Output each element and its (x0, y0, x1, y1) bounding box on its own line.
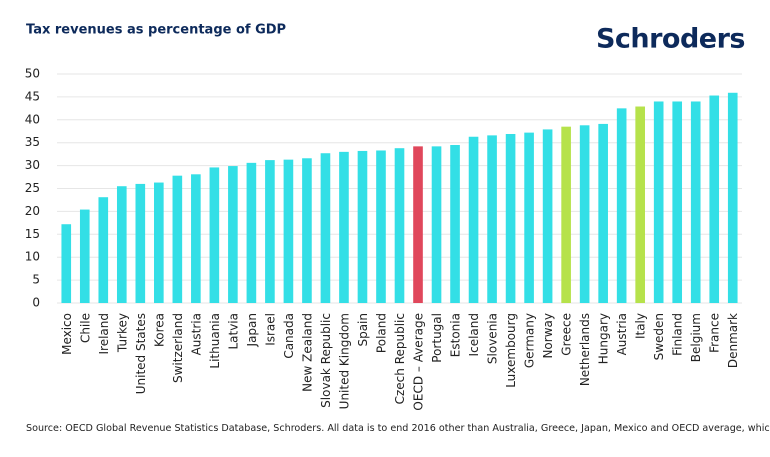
x-tick-label: OECD – Average (412, 313, 426, 411)
x-tick-label: Netherlands (578, 313, 592, 386)
y-tick-label: 35 (25, 135, 40, 149)
x-tick-label: Hungary (597, 313, 611, 364)
x-tick-label: Poland (374, 313, 388, 353)
bar (116, 186, 127, 303)
bar (320, 153, 331, 303)
x-tick-label: United Kingdom (337, 313, 351, 409)
x-tick-label: Luxembourg (504, 313, 518, 388)
y-tick-label: 45 (25, 89, 40, 103)
bar (616, 108, 627, 303)
x-tick-label: Sweden (652, 313, 666, 360)
y-tick-label: 40 (25, 112, 40, 126)
source-note: Source: OECD Global Revenue Statistics D… (26, 423, 770, 434)
bar (431, 146, 442, 303)
x-tick-label: Spain (356, 313, 370, 347)
y-tick-label: 20 (25, 204, 40, 218)
x-tick-label: United States (134, 313, 148, 394)
x-tick-label: Austria (189, 313, 203, 355)
bar (228, 166, 238, 303)
bar (191, 174, 201, 303)
bar (394, 148, 405, 303)
y-tick-label: 25 (25, 181, 40, 195)
x-tick-label: Slovak Republic (319, 313, 333, 408)
y-tick-label: 0 (32, 296, 40, 310)
bar (635, 106, 645, 303)
bar (135, 183, 146, 303)
bar (487, 135, 497, 303)
bar (302, 158, 312, 303)
bar (357, 150, 368, 303)
bar (246, 162, 257, 303)
bar (209, 167, 220, 303)
x-tick-label: Greece (560, 313, 574, 356)
x-tick-label: Lithuania (208, 313, 222, 369)
bar (505, 133, 516, 303)
bar (653, 101, 664, 303)
bar (265, 160, 275, 303)
x-tick-label: Portugal (430, 313, 444, 363)
x-tick-label: France (708, 313, 722, 353)
bar (61, 224, 72, 303)
x-tick-label: Latvia (226, 313, 240, 350)
bar (154, 182, 164, 303)
x-tick-label: Korea (152, 313, 166, 347)
bar (413, 146, 423, 303)
x-tick-label: Ireland (97, 313, 111, 355)
bar (524, 132, 534, 303)
bar (283, 159, 294, 303)
bar (468, 136, 479, 303)
x-tick-label: Canada (282, 313, 296, 359)
bar (450, 144, 460, 303)
x-tick-label: Mexico (60, 313, 74, 355)
bar (542, 129, 553, 303)
x-tick-label: Germany (523, 313, 537, 368)
y-tick-label: 30 (25, 158, 40, 172)
bar (727, 92, 738, 303)
x-tick-label: Slovenia (486, 313, 500, 364)
bar (672, 101, 683, 303)
y-tick-label: 10 (25, 250, 40, 264)
bar (690, 101, 701, 303)
logo: Schroders (596, 24, 745, 55)
bar (579, 125, 590, 304)
x-tick-label: Israel (263, 313, 277, 346)
x-tick-label: Belgium (689, 313, 703, 362)
x-tick-label: Turkey (115, 313, 129, 353)
y-tick-label: 50 (25, 67, 40, 81)
x-tick-label: Denmark (726, 313, 740, 368)
bar (79, 209, 90, 303)
x-tick-label: Finland (671, 313, 685, 356)
y-tick-label: 5 (32, 273, 40, 287)
bar (339, 151, 349, 303)
bar (561, 126, 571, 303)
x-tick-label: Italy (634, 313, 648, 339)
bar (172, 175, 183, 303)
x-tick-label: Norway (541, 313, 555, 359)
y-tick-label: 15 (25, 227, 40, 241)
bar (709, 95, 720, 303)
x-tick-label: New Zealand (300, 313, 314, 392)
x-tick-label: Chile (78, 313, 92, 343)
chart-title: Tax revenues as percentage of GDP (26, 23, 286, 38)
x-tick-label: Estonia (449, 313, 463, 357)
x-tick-label: Czech Republic (393, 313, 407, 404)
x-tick-label: Austria (615, 313, 629, 355)
bar (376, 150, 386, 303)
x-tick-label: Switzerland (171, 313, 185, 383)
x-tick-label: Japan (245, 313, 259, 347)
bar (598, 123, 608, 303)
x-tick-label: Iceland (467, 313, 481, 356)
bar (98, 197, 109, 303)
